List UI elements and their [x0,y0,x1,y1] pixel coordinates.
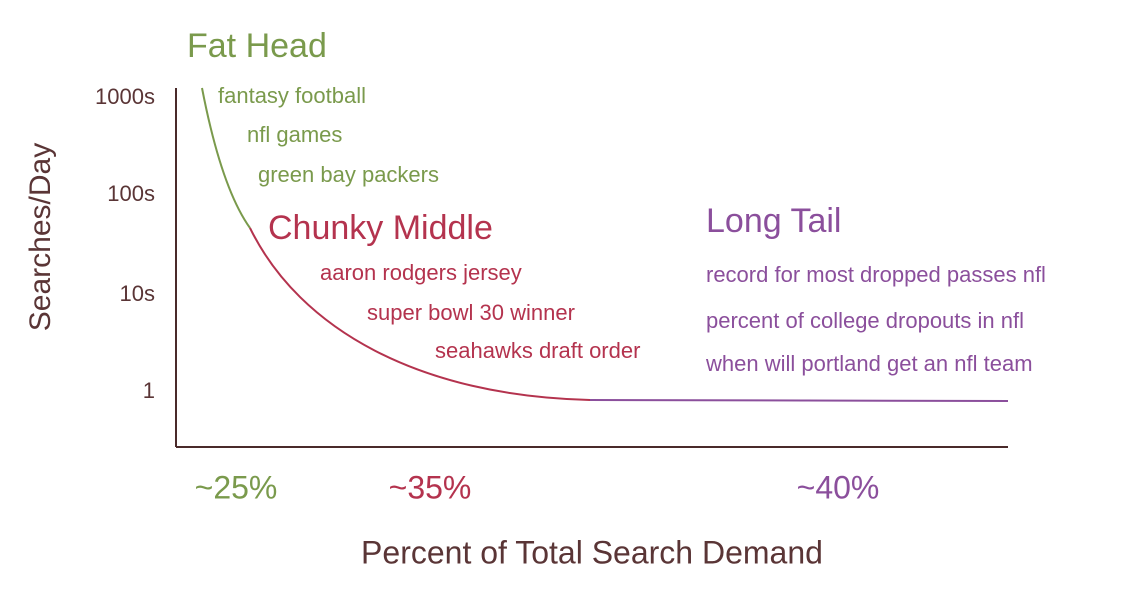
segment-share: ~40% [797,469,880,505]
search-term: fantasy football [218,83,366,108]
segment-title: Long Tail [706,202,842,240]
chunky-middle-curve [249,227,591,401]
long-tail-curve [589,399,1009,402]
y-tick-label: 100s [107,181,155,206]
y-axis-label: Searches/Day [24,143,57,331]
search-term: aaron rodgers jersey [320,260,522,285]
search-term: nfl games [247,122,342,147]
y-tick-label: 1 [143,378,155,403]
search-term: super bowl 30 winner [367,300,575,325]
segment-share: ~25% [195,469,278,505]
search-term: green bay packers [258,162,439,187]
x-axis-label: Percent of Total Search Demand [361,534,823,570]
search-term: when will portland get an nfl team [705,351,1033,376]
y-tick-label: 1000s [95,84,155,109]
segment-title: Chunky Middle [268,209,493,247]
fat-head-curve [201,87,251,229]
segment-title: Fat Head [187,27,327,65]
search-term: record for most dropped passes nfl [706,262,1046,287]
y-tick-label: 10s [120,281,155,306]
segment-share: ~35% [389,469,472,505]
search-term: seahawks draft order [435,338,640,363]
search-term: percent of college dropouts in nfl [706,308,1024,333]
